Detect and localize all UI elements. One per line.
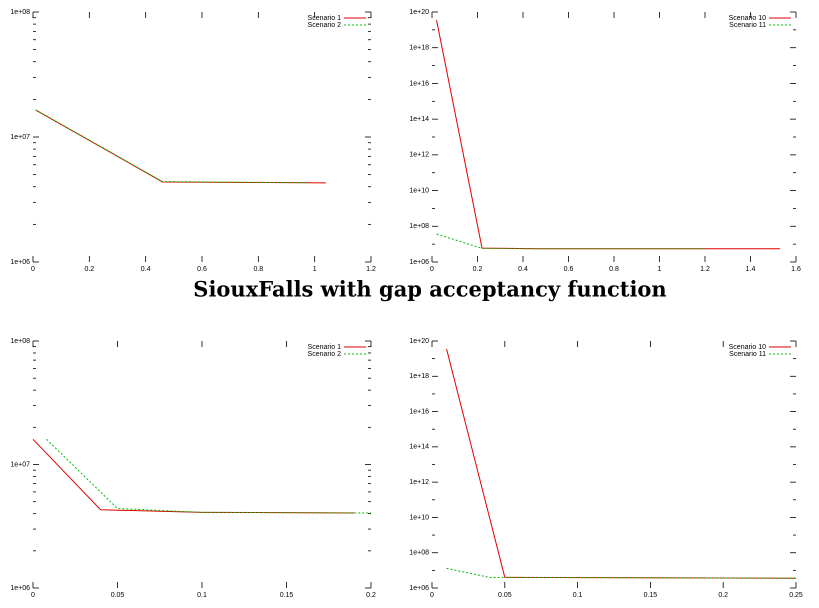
series-line <box>446 567 797 579</box>
legend-label: Scenario 10 <box>729 344 766 351</box>
x-tick-label: 0 <box>31 266 35 273</box>
x-tick-label: 1 <box>313 266 317 273</box>
y-tick-label: 1e+07 <box>10 461 30 468</box>
series-line <box>32 438 355 514</box>
x-tick-label: 0.4 <box>141 266 151 273</box>
y-tick-label: 1e+08 <box>10 338 30 345</box>
legend-label: Scenario 11 <box>729 22 766 29</box>
x-tick-label: 0.15 <box>280 592 294 599</box>
x-tick-label: 0.25 <box>789 592 803 599</box>
series-line <box>35 109 326 184</box>
x-tick-label: 1.2 <box>366 266 376 273</box>
y-tick-label: 1e+08 <box>409 223 429 230</box>
legend-label: Scenario 1 <box>308 344 342 351</box>
plot: 1e+06 1e+08 1e+10 1e+12 1e+14 1e+16 1e+18 1e+20… <box>409 338 803 599</box>
y-tick-label: 1e+06 <box>409 585 429 592</box>
x-tick-label: 0.05 <box>498 592 512 599</box>
legend-label: Scenario 1 <box>308 15 342 22</box>
series-line <box>446 348 797 579</box>
series-line <box>46 438 372 514</box>
x-tick-label: 1.6 <box>791 266 801 273</box>
x-tick-label: 0.15 <box>644 592 658 599</box>
x-tick-label: 1.2 <box>700 266 710 273</box>
x-tick-label: 0.8 <box>253 266 263 273</box>
x-tick-label: 0.2 <box>473 266 483 273</box>
y-tick-label: 1e+08 <box>409 550 429 557</box>
x-tick-label: 0.1 <box>197 592 207 599</box>
x-tick-label: 0 <box>430 592 434 599</box>
x-tick-label: 0.6 <box>197 266 207 273</box>
y-tick-label: 1e+12 <box>409 479 429 486</box>
y-tick-label: 1e+06 <box>409 259 429 266</box>
y-tick-label: 1e+10 <box>409 187 429 194</box>
series-line <box>35 109 310 184</box>
series-line <box>436 233 705 250</box>
x-tick-label: 0.2 <box>366 592 376 599</box>
y-tick-label: 1e+14 <box>409 116 429 123</box>
legend-label: Scenario 10 <box>729 15 766 22</box>
y-tick-label: 1e+18 <box>409 45 429 52</box>
x-tick-label: 0.2 <box>718 592 728 599</box>
x-tick-label: 0 <box>31 592 35 599</box>
y-tick-label: 1e+18 <box>409 373 429 380</box>
legend-label: Scenario 2 <box>308 22 342 29</box>
y-tick-label: 1e+12 <box>409 152 429 159</box>
x-tick-label: 0.6 <box>564 266 574 273</box>
plot: 1e+06 1e+07 1e+08 0 0.2 0.4 0.6 0.8 1 1.2 Scenario… <box>10 9 376 273</box>
y-tick-label: 1e+20 <box>409 338 429 345</box>
y-tick-label: 1e+20 <box>409 9 429 16</box>
series-line <box>436 20 781 250</box>
y-tick-label: 1e+16 <box>409 408 429 415</box>
y-tick-label: 1e+07 <box>10 134 30 141</box>
y-tick-label: 1e+16 <box>409 80 429 87</box>
legend-label: Scenario 11 <box>729 351 766 358</box>
y-tick-label: 1e+06 <box>10 585 30 592</box>
plot: 1e+06 1e+07 1e+08 0 0.05 0.1 0.15 0.2 Scenario 1… <box>10 338 376 599</box>
caption: SiouxFalls with gap acceptancy function <box>193 277 666 302</box>
x-tick-label: 0.2 <box>84 266 94 273</box>
x-tick-label: 0.1 <box>573 592 583 599</box>
y-tick-label: 1e+08 <box>10 9 30 16</box>
x-tick-label: 0.05 <box>111 592 125 599</box>
x-tick-label: 1 <box>658 266 662 273</box>
plot: 1e+06 1e+08 1e+10 1e+12 1e+14 1e+16 1e+18 1e+20… <box>409 9 801 273</box>
y-tick-label: 1e+14 <box>409 444 429 451</box>
x-tick-label: 0.8 <box>609 266 619 273</box>
y-tick-label: 1e+06 <box>10 259 30 266</box>
legend-label: Scenario 2 <box>308 351 342 358</box>
y-tick-label: 1e+10 <box>409 514 429 521</box>
x-tick-label: 0.4 <box>518 266 528 273</box>
x-tick-label: 0 <box>430 266 434 273</box>
x-tick-label: 1.4 <box>746 266 756 273</box>
